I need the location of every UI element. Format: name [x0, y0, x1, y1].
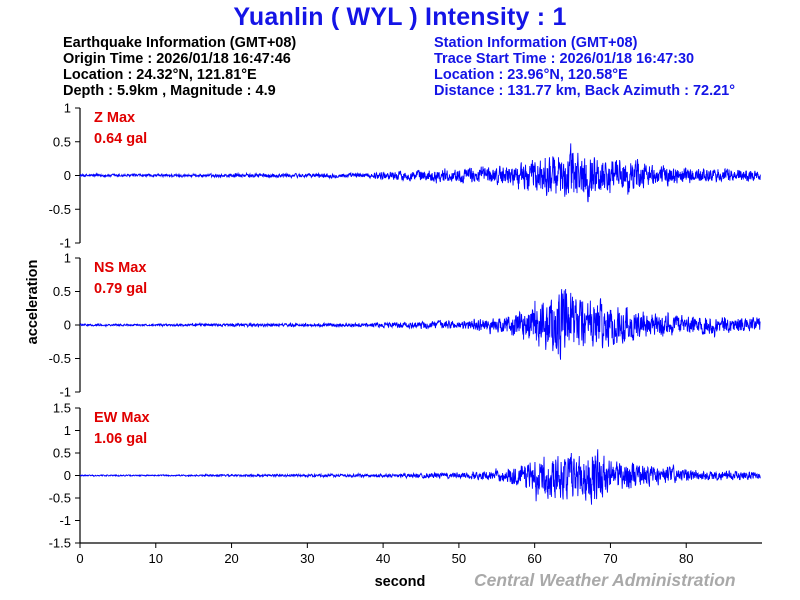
- y-tick-label-ns: -1: [59, 385, 71, 400]
- agency-credit: Central Weather Administration: [474, 570, 736, 590]
- y-tick-label-ns: 0.5: [53, 284, 71, 299]
- x-tick-label: 40: [376, 551, 390, 566]
- x-tick-label: 70: [603, 551, 617, 566]
- y-tick-label-z: 0.5: [53, 134, 71, 149]
- y-tick-label-ew: -0.5: [49, 491, 71, 506]
- y-tick-label-ew: 1.5: [53, 401, 71, 416]
- waveform-ew: [79, 449, 761, 505]
- station-location: Location : 23.96°N, 120.58°E: [434, 67, 628, 83]
- waveform-ns: [79, 289, 761, 360]
- max-label-ew: EW Max: [94, 410, 150, 426]
- x-tick-label: 50: [452, 551, 466, 566]
- y-tick-label-z: 0: [64, 168, 71, 183]
- origin-time: Origin Time : 2026/01/18 16:47:46: [63, 51, 291, 67]
- distance-azimuth: Distance : 131.77 km, Back Azimuth : 72.…: [434, 83, 736, 99]
- x-tick-label: 0: [76, 551, 83, 566]
- max-label-ns: NS Max: [94, 260, 146, 276]
- earthquake-info-header: Earthquake Information (GMT+08): [63, 35, 297, 51]
- waveform-z: [79, 143, 761, 203]
- trace-start-time: Trace Start Time : 2026/01/18 16:47:30: [434, 51, 695, 67]
- y-axis-label: acceleration: [25, 260, 41, 345]
- y-tick-label-ew: 0.5: [53, 446, 71, 461]
- y-tick-label-z: -0.5: [49, 202, 71, 217]
- y-tick-label-ns: 0: [64, 318, 71, 333]
- y-tick-label-ew: 0: [64, 468, 71, 483]
- x-tick-label: 20: [224, 551, 238, 566]
- depth-magnitude: Depth : 5.9km , Magnitude : 4.9: [63, 83, 276, 99]
- x-tick-label: 30: [300, 551, 314, 566]
- max-value-z: 0.64 gal: [94, 131, 147, 147]
- x-axis-label: second: [375, 574, 426, 590]
- station-info: Station Information (GMT+08) Trace Start…: [434, 35, 735, 99]
- earthquake-info: Earthquake Information (GMT+08) Origin T…: [63, 35, 296, 99]
- epicenter-location: Location : 24.32°N, 121.81°E: [63, 67, 257, 83]
- y-tick-label-ns: 1: [64, 251, 71, 266]
- y-tick-label-z: 1: [64, 101, 71, 116]
- y-tick-label-z: -1: [59, 236, 71, 251]
- y-tick-label-ew: -1.5: [49, 536, 71, 551]
- y-tick-label-ns: -0.5: [49, 351, 71, 366]
- chart-title: Yuanlin ( WYL ) Intensity : 1: [233, 3, 567, 31]
- max-value-ew: 1.06 gal: [94, 431, 147, 447]
- y-tick-label-ew: -1: [59, 513, 71, 528]
- y-tick-label-ew: 1: [64, 423, 71, 438]
- max-label-z: Z Max: [94, 110, 135, 126]
- station-info-header: Station Information (GMT+08): [434, 35, 638, 51]
- x-tick-label: 10: [149, 551, 163, 566]
- x-tick-label: 60: [527, 551, 541, 566]
- max-value-ns: 0.79 gal: [94, 281, 147, 297]
- x-tick-label: 80: [679, 551, 693, 566]
